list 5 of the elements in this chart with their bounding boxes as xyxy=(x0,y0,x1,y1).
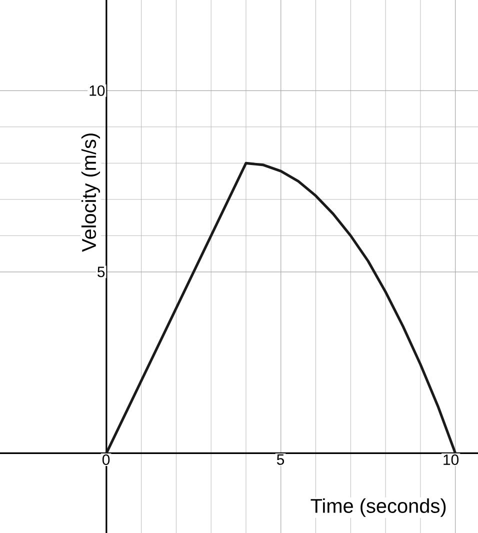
x-axis-title: Time (seconds) xyxy=(310,498,446,517)
x-tick-label: 10 xyxy=(444,454,459,465)
x-tick-label: 0 xyxy=(102,454,110,465)
x-tick-label: 5 xyxy=(276,454,284,465)
y-axis-title: Velocity (m/s) xyxy=(81,134,100,252)
